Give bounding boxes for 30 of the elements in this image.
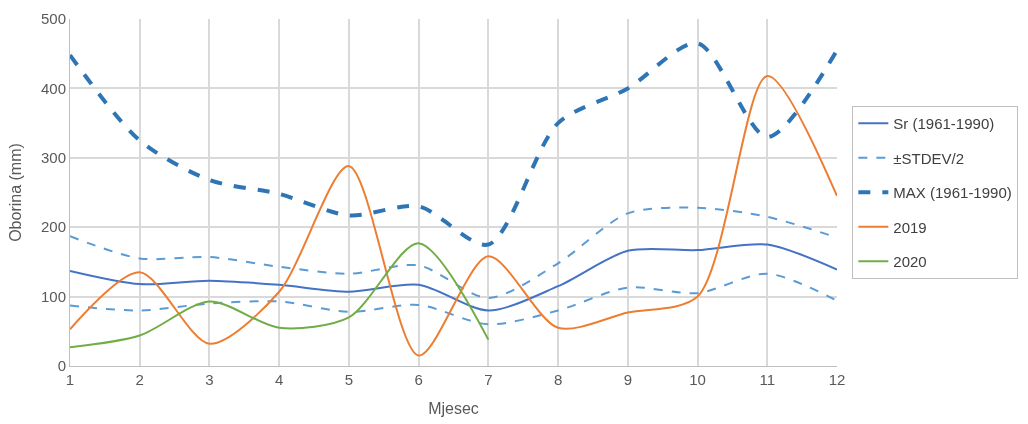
y-tick-label: 0 (57, 357, 66, 375)
x-tick-label: 3 (205, 371, 214, 388)
x-tick-label: 12 (828, 371, 846, 388)
line-series (70, 272, 837, 326)
y-tick-label: 500 (40, 10, 66, 28)
x-tick-label: 10 (689, 371, 706, 388)
x-axis-title: Mjesec (428, 399, 479, 417)
x-tick-label: 5 (344, 371, 354, 388)
x-tick-label: 8 (553, 371, 563, 388)
legend-label: ±STDEV/2 (893, 149, 965, 167)
y-tick-label: 300 (40, 149, 66, 167)
line-series (70, 242, 490, 349)
x-tick-label: 9 (623, 371, 632, 388)
legend-label: 2019 (893, 218, 927, 236)
x-tick-label: 11 (759, 371, 776, 388)
x-tick-label: 6 (414, 371, 423, 388)
line-series (70, 41, 837, 247)
x-tick-label: 4 (275, 371, 284, 388)
x-tick-label: 2 (135, 371, 144, 388)
y-axis-title: Oborina (mm) (6, 143, 24, 242)
legend-label: MAX (1961-1990) (893, 184, 1012, 202)
legend-label: 2020 (893, 253, 927, 271)
line-series (70, 243, 837, 312)
line-series (70, 74, 837, 357)
y-tick-label: 200 (40, 218, 66, 236)
legend-label: Sr (1961-1990) (893, 115, 995, 133)
y-tick-label: 400 (40, 79, 66, 97)
x-tick-label: 7 (484, 371, 493, 388)
x-tick-label: 1 (65, 371, 75, 388)
y-tick-label: 100 (40, 287, 66, 305)
